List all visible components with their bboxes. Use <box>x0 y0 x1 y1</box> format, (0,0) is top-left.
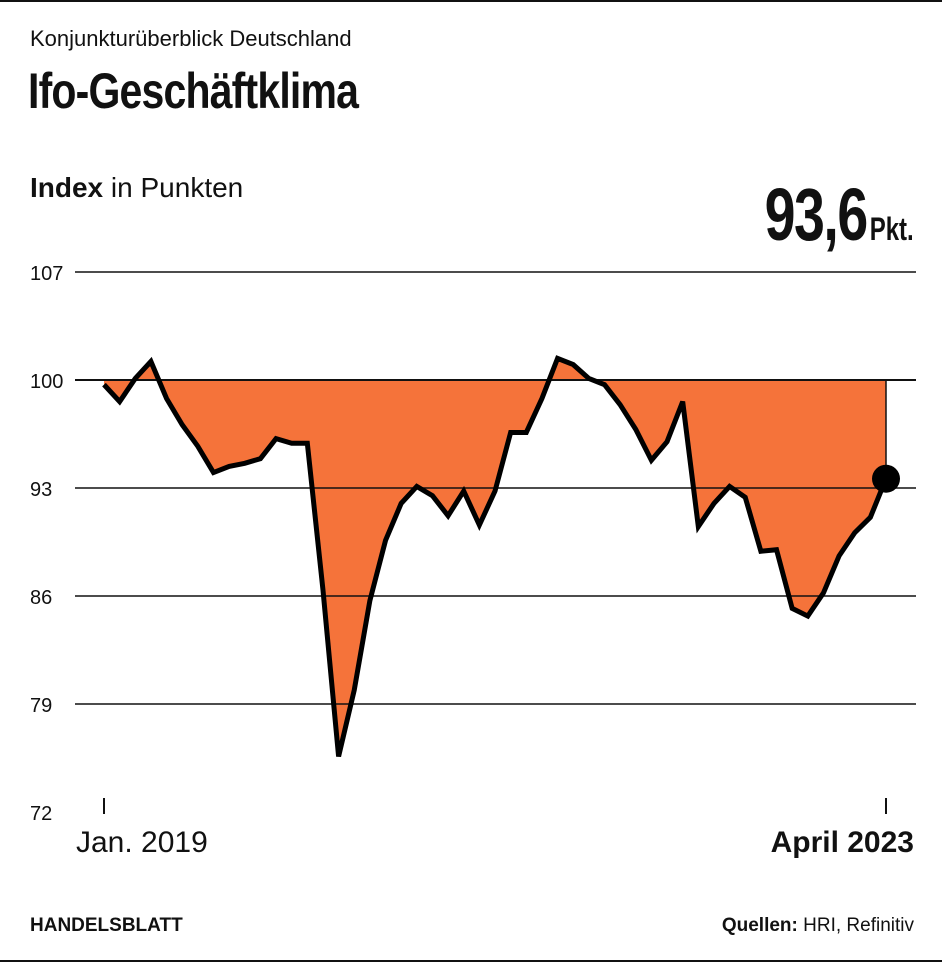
x-label-end: April 2023 <box>770 826 914 859</box>
x-label-start: Jan. 2019 <box>76 826 208 859</box>
chart-title: Ifo-Geschäftklima <box>28 63 359 119</box>
y-tick-label: 100 <box>30 371 63 393</box>
series-line <box>102 355 889 758</box>
y-axis-unit: Index in Punkten <box>30 172 243 204</box>
y-tick-label: 86 <box>30 587 52 609</box>
source-text: HRI, Refinitiv <box>797 915 914 936</box>
unit-rest: in Punkten <box>103 172 244 203</box>
bottom-rule <box>0 960 942 962</box>
area-fill <box>104 358 886 757</box>
source-note: Quellen: HRI, Refinitiv <box>722 915 914 937</box>
latest-value: 93,6Pkt. <box>765 172 914 257</box>
y-tick-label: 93 <box>30 479 52 501</box>
y-tick-label: 79 <box>30 695 52 717</box>
source-label: Quellen: <box>721 915 798 936</box>
y-tick-label: 72 <box>30 803 52 825</box>
top-rule <box>0 0 942 2</box>
unit-bold: Index <box>30 172 104 203</box>
chart-kicker: Konjunkturüberblick Deutschland <box>30 26 352 51</box>
brand-logo: HANDELSBLATT <box>30 915 183 936</box>
latest-value-number: 93,6 <box>764 173 869 256</box>
latest-value-unit: Pkt. <box>869 211 914 247</box>
y-tick-label: 107 <box>30 263 63 285</box>
latest-point-marker <box>872 464 900 493</box>
